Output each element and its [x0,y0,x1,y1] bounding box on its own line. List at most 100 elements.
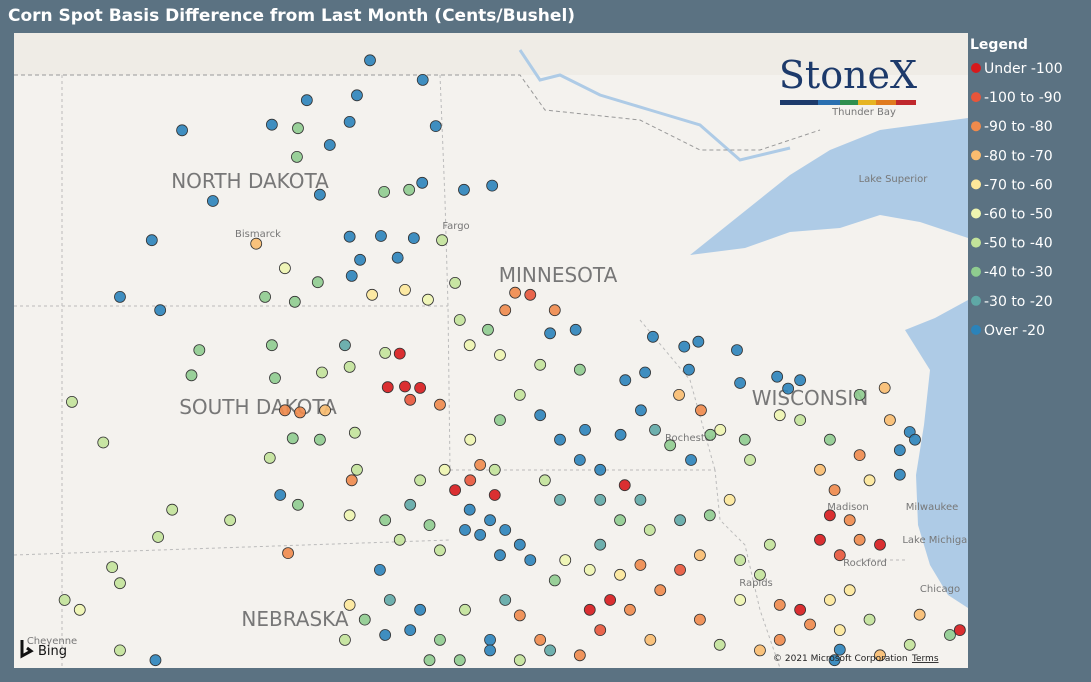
location-point[interactable] [414,603,427,616]
location-point[interactable] [953,624,966,636]
location-point[interactable] [513,388,526,401]
location-point[interactable] [782,382,795,395]
location-point[interactable] [434,634,446,646]
location-point[interactable] [319,404,332,417]
location-point[interactable] [73,603,86,616]
location-point[interactable] [459,603,471,616]
location-point[interactable] [379,346,392,359]
location-point[interactable] [853,449,866,462]
location-point[interactable] [583,564,596,576]
location-point[interactable] [224,514,237,527]
location-point[interactable] [573,454,586,466]
location-point[interactable] [773,599,786,611]
location-point[interactable] [644,634,657,646]
location-point[interactable] [463,503,476,516]
location-point[interactable] [250,237,263,250]
location-point[interactable] [594,493,607,506]
location-point[interactable] [703,509,716,522]
location-point[interactable] [343,230,356,243]
location-point[interactable] [579,423,591,436]
location-point[interactable] [893,444,906,457]
location-point[interactable] [106,561,119,573]
location-point[interactable] [604,594,617,606]
location-point[interactable] [499,524,512,536]
location-point[interactable] [399,380,411,393]
location-point[interactable] [391,251,404,264]
location-point[interactable] [624,603,636,616]
location-point[interactable] [664,439,677,452]
location-point[interactable] [404,498,417,511]
location-point[interactable] [494,414,506,427]
location-point[interactable] [634,559,647,571]
location-point[interactable] [538,474,551,487]
location-point[interactable] [594,538,607,551]
legend-label[interactable]: -100 to -90 [984,90,1062,106]
location-point[interactable] [619,374,632,387]
location-point[interactable] [647,330,659,343]
location-point[interactable] [345,269,358,282]
location-point[interactable] [416,74,429,86]
legend-label[interactable]: -80 to -70 [984,148,1053,164]
location-point[interactable] [499,594,512,606]
location-point[interactable] [176,124,188,137]
location-point[interactable] [554,493,566,506]
location-point[interactable] [823,433,836,446]
location-point[interactable] [259,290,271,303]
location-point[interactable] [744,454,756,466]
location-point[interactable] [685,454,697,466]
location-point[interactable] [618,479,631,492]
location-point[interactable] [375,230,387,242]
location-point[interactable] [423,654,436,667]
location-point[interactable] [823,594,836,606]
location-point[interactable] [438,463,451,476]
location-point[interactable] [286,432,299,445]
location-point[interactable] [58,594,71,606]
location-point[interactable] [416,176,429,189]
location-point[interactable] [269,372,281,385]
location-point[interactable] [404,624,417,636]
location-point[interactable] [833,624,846,636]
location-point[interactable] [484,634,496,646]
location-point[interactable] [434,398,446,411]
location-point[interactable] [288,295,301,308]
location-point[interactable] [573,649,586,662]
location-point[interactable] [678,340,691,353]
location-point[interactable] [354,253,366,266]
location-point[interactable] [884,414,896,427]
location-point[interactable] [429,120,442,132]
map[interactable]: NORTH DAKOTA MINNESOTA SOUTH DAKOTA WISCONS… [14,33,974,668]
location-point[interactable] [345,474,358,487]
location-point[interactable] [544,327,556,340]
location-point[interactable] [713,638,726,651]
location-point[interactable] [434,544,446,557]
location-point[interactable] [300,94,313,107]
location-point[interactable] [694,549,706,562]
location-point[interactable] [878,381,891,394]
location-point[interactable] [828,484,841,497]
location-point[interactable] [874,649,886,662]
location-point[interactable] [499,304,512,317]
location-point[interactable] [313,433,326,446]
location-point[interactable] [573,363,586,376]
location-point[interactable] [833,549,846,562]
location-point[interactable] [358,613,371,626]
legend-label[interactable]: -90 to -80 [984,119,1053,135]
location-point[interactable] [534,634,547,646]
location-point[interactable] [292,122,304,135]
location-point[interactable] [548,574,561,587]
location-point[interactable] [524,554,537,566]
location-point[interactable] [569,323,582,336]
location-point[interactable] [458,183,470,196]
location-point[interactable] [292,498,304,511]
location-point[interactable] [282,547,294,559]
location-point[interactable] [311,276,324,289]
location-point[interactable] [351,463,363,476]
legend-label[interactable]: -40 to -30 [984,265,1053,281]
location-point[interactable] [383,594,396,606]
location-point[interactable] [944,629,956,641]
location-point[interactable] [348,426,361,439]
location-point[interactable] [343,599,356,611]
location-point[interactable] [464,433,477,446]
location-point[interactable] [474,529,487,541]
location-point[interactable] [403,183,416,196]
